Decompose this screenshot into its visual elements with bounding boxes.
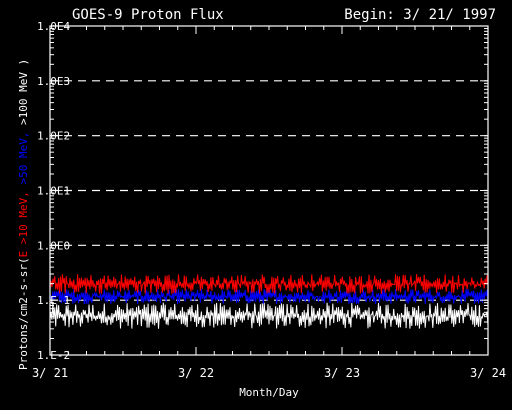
x-tick-label: 3/ 23 (324, 366, 360, 380)
x-tick-label: 3/ 24 (470, 366, 506, 380)
y-tick-label: 1.0E3 (37, 75, 70, 88)
y-tick-label: 1.0E0 (37, 239, 70, 252)
series-line-3 (49, 274, 489, 294)
y-axis-label-prefix: Protons/cm2-s-sr( (17, 257, 30, 370)
series-layer (49, 274, 489, 329)
series-line-2 (49, 288, 489, 305)
x-tick-label: 3/ 22 (178, 366, 214, 380)
y-axis: 1.0E4 1.0E3 1.0E2 1.0E1 1.0E0 1.E-1 1.E-2 (37, 20, 488, 362)
begin-date: Begin: 3/ 21/ 1997 (344, 7, 496, 23)
y-axis-label: Protons/cm2-s-sr(E >10 MeV, >50 MeV, >10… (17, 59, 30, 370)
x-tick-label: 3/ 21 (32, 366, 68, 380)
series-line-1 (49, 302, 489, 329)
y-axis-label-e50: >50 MeV, (17, 125, 30, 185)
y-tick-label: 1.0E2 (37, 130, 70, 143)
y-axis-label-e10: E >10 MeV, (17, 185, 30, 258)
y-tick-label: 1.0E4 (37, 20, 70, 33)
x-axis-label: Month/Day (239, 386, 299, 399)
y-tick-label: 1.0E1 (37, 185, 70, 198)
chart-title: GOES-9 Proton Flux (72, 7, 224, 23)
x-axis: 3/ 21 3/ 22 3/ 23 3/ 24 (32, 26, 506, 380)
y-tick-label: 1.E-2 (37, 349, 70, 362)
y-tick-label: 1.E-1 (37, 294, 70, 307)
y-axis-label-e100: >100 MeV ) (17, 59, 30, 125)
